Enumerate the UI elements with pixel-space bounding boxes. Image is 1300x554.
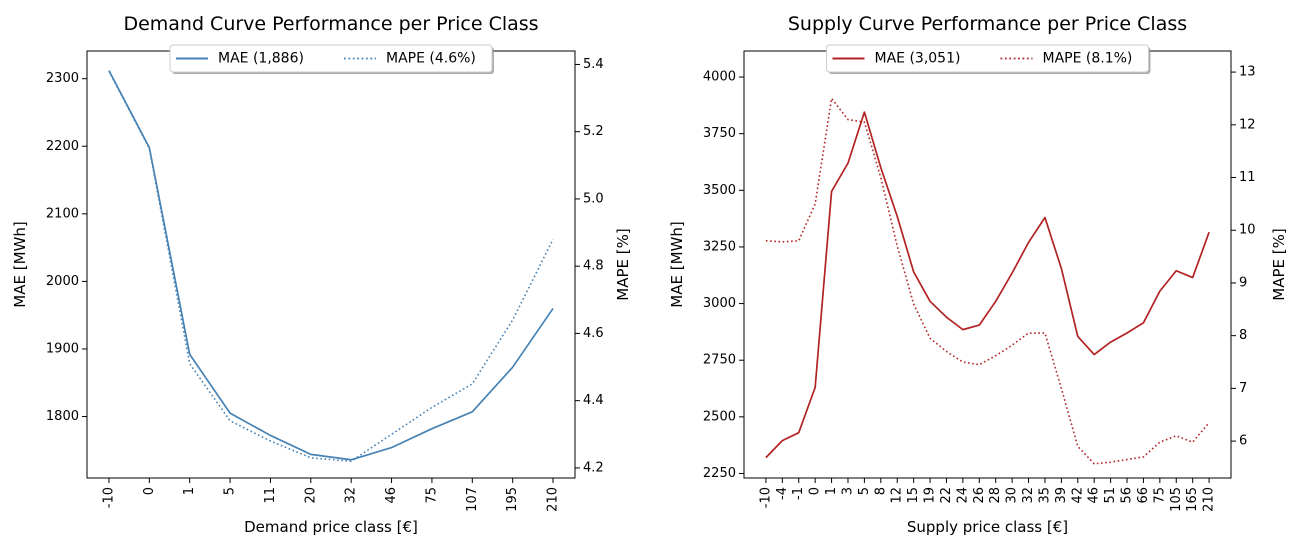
x-tick-label: 5 — [857, 487, 872, 495]
legend-label: MAE (3,051) — [875, 51, 961, 67]
y-tick-label: 2000 — [46, 274, 79, 289]
plot-frame — [743, 50, 1232, 479]
y-tick-label: 1800 — [46, 409, 79, 424]
legend-label: MAPE (4.6%) — [386, 51, 476, 67]
x-tick-label: 107 — [465, 487, 480, 512]
chart-supply: Supply Curve Performance per Price Class… — [668, 13, 1288, 536]
y2-tick-label: 4.8 — [583, 259, 604, 274]
x-tick-label: 5 — [223, 487, 238, 495]
x-tick-label: 51 — [1103, 487, 1118, 504]
x-tick-label: 19 — [923, 487, 938, 504]
y-tick-label: 2300 — [46, 71, 79, 86]
x-tick-label: 8 — [873, 487, 888, 495]
y2-tick-label: 4.4 — [583, 393, 604, 408]
x-tick-label: 75 — [1152, 487, 1167, 504]
x-tick-label: -1 — [791, 487, 806, 500]
y2-axis-label: MAPE [%] — [614, 228, 632, 300]
chart-title: Supply Curve Performance per Price Class — [788, 13, 1187, 35]
y-tick-label: 2750 — [703, 353, 736, 368]
x-tick-label: 20 — [303, 487, 318, 504]
y2-tick-label: 5.4 — [583, 57, 604, 72]
y2-tick-label: 7 — [1239, 381, 1247, 396]
y-tick-label: 2500 — [703, 409, 736, 424]
y-tick-label: 2200 — [46, 139, 79, 154]
legend-box — [826, 44, 1149, 73]
y2-tick-label: 8 — [1239, 328, 1247, 343]
x-tick-label: 28 — [988, 487, 1003, 504]
x-tick-label: -4 — [775, 487, 790, 500]
x-tick-label: 46 — [384, 487, 399, 504]
x-tick-label: 42 — [1070, 487, 1085, 504]
y-tick-label: 3500 — [703, 183, 736, 198]
x-tick-label: 0 — [808, 487, 823, 495]
y2-tick-label: 13 — [1239, 65, 1256, 80]
y2-tick-label: 12 — [1239, 117, 1256, 132]
x-tick-label: 12 — [890, 487, 905, 504]
x-tick-label: 30 — [1005, 487, 1020, 504]
x-tick-label: 210 — [546, 487, 561, 512]
legend: MAE (1,886) MAPE (4.6%) — [169, 44, 494, 74]
y-tick-label: 1900 — [46, 341, 79, 356]
series-line-mae — [765, 111, 1210, 459]
chart-title: Demand Curve Performance per Price Class — [123, 13, 538, 35]
y2-tick-label: 11 — [1239, 170, 1256, 185]
y2-tick-label: 9 — [1239, 275, 1247, 290]
x-tick-label: 32 — [1021, 487, 1036, 504]
legend-label: MAPE (8.1%) — [1043, 51, 1133, 67]
y2-tick-label: 6 — [1239, 434, 1247, 449]
x-tick-label: 39 — [1054, 487, 1069, 504]
x-tick-label: 32 — [344, 487, 359, 504]
y-tick-label: 3750 — [703, 126, 736, 141]
x-tick-label: 105 — [1169, 487, 1184, 512]
y-tick-label: 3250 — [703, 239, 736, 254]
y2-tick-label: 10 — [1239, 223, 1256, 238]
series-line-mape — [108, 70, 554, 462]
x-tick-label: 35 — [1037, 487, 1052, 504]
y-axis-label: MAE [MWh] — [11, 221, 29, 307]
x-tick-label: 26 — [972, 487, 987, 504]
x-tick-label: 46 — [1087, 487, 1102, 504]
x-tick-label: 11 — [263, 487, 278, 504]
x-axis-label: Supply price class [€] — [907, 518, 1068, 536]
y-tick-label: 3000 — [703, 296, 736, 311]
x-tick-label: 75 — [424, 487, 439, 504]
plot-frame — [86, 50, 576, 479]
y-axis-label: MAE [MWh] — [668, 221, 686, 307]
y2-axis-label: MAPE [%] — [1270, 228, 1288, 300]
x-tick-label: 195 — [505, 487, 520, 512]
x-tick-label: -10 — [101, 487, 116, 508]
x-tick-label: 15 — [906, 487, 921, 504]
y2-tick-label: 4.6 — [583, 326, 604, 341]
x-tick-label: -10 — [758, 487, 773, 508]
legend: MAE (3,051) MAPE (8.1%) — [826, 44, 1151, 74]
x-tick-label: 66 — [1136, 487, 1151, 504]
y-tick-label: 2100 — [46, 206, 79, 221]
y-tick-label: 4000 — [703, 70, 736, 85]
chart-demand: Demand Curve Performance per Price Class… — [11, 13, 632, 536]
x-tick-label: 0 — [142, 487, 157, 495]
y-tick-label: 2250 — [703, 466, 736, 481]
x-tick-label: 210 — [1202, 487, 1217, 512]
x-tick-label: 1 — [824, 487, 839, 495]
x-axis-label: Demand price class [€] — [244, 518, 418, 536]
x-tick-label: 24 — [955, 487, 970, 504]
y2-tick-label: 5.2 — [583, 124, 604, 139]
y2-tick-label: 5.0 — [583, 191, 604, 206]
x-tick-label: 22 — [939, 487, 954, 504]
series-line-mae — [108, 70, 554, 461]
legend-box — [169, 44, 493, 73]
legend-label: MAE (1,886) — [218, 51, 304, 67]
x-tick-label: 56 — [1120, 487, 1135, 504]
y2-tick-label: 4.2 — [583, 460, 604, 475]
x-tick-label: 3 — [840, 487, 855, 495]
x-tick-label: 165 — [1185, 487, 1200, 512]
x-tick-label: 1 — [182, 487, 197, 495]
series-line-mape — [765, 97, 1210, 465]
